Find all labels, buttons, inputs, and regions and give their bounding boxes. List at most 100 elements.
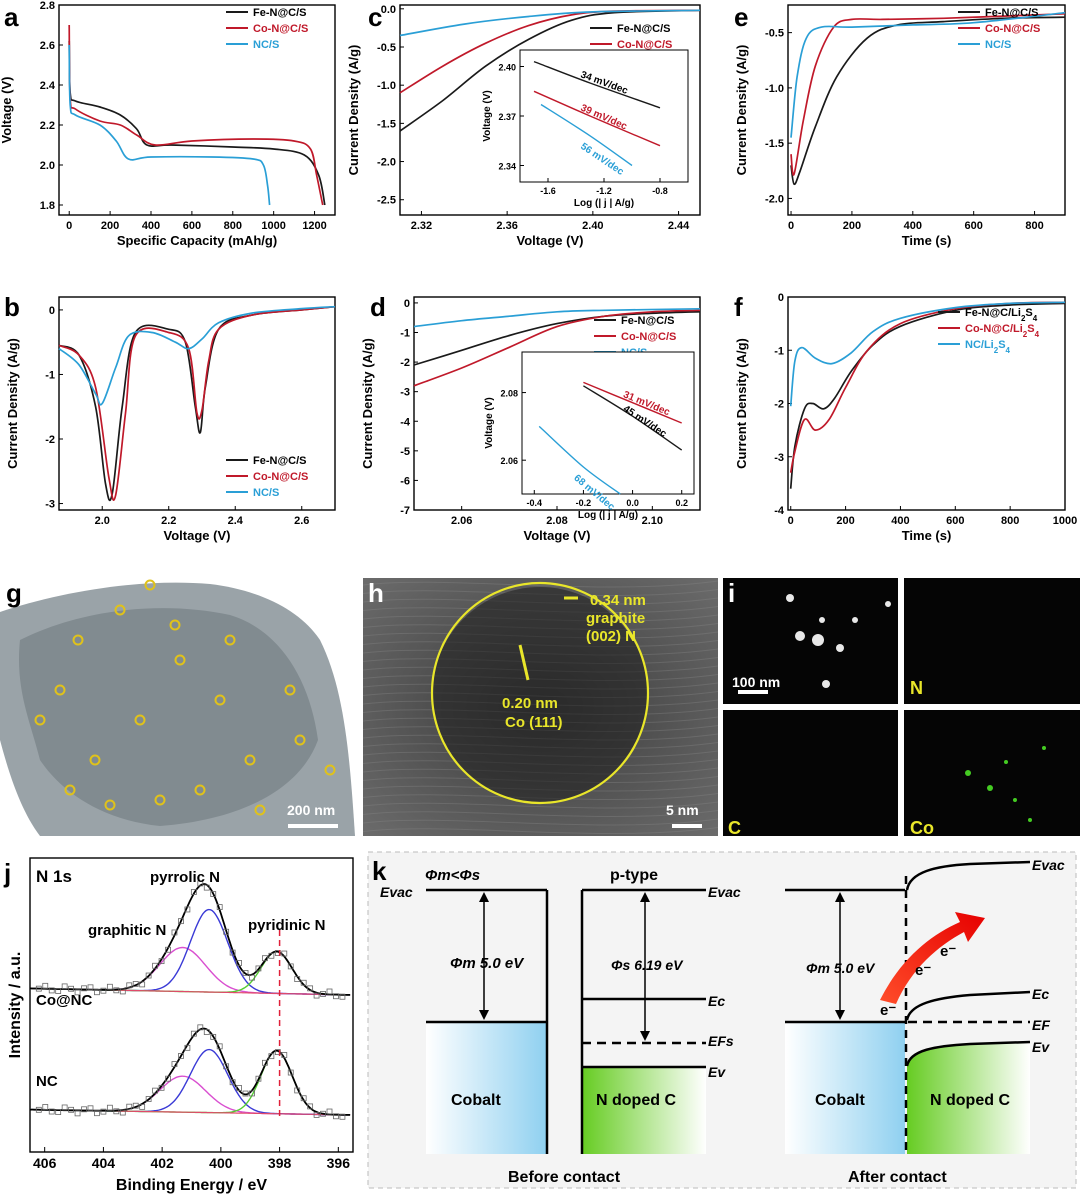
y-tick-label: -1.0 (377, 80, 396, 92)
panel-label-a: a (4, 2, 19, 32)
nc-data-point (287, 1069, 294, 1076)
nc-data-point (249, 1090, 255, 1097)
nc-data-point (171, 1061, 178, 1068)
ann-034nm: 0.34 nm (590, 592, 646, 609)
nanoparticle (324, 764, 336, 776)
x-tick-label: 800 (1001, 515, 1019, 527)
panel-i-eds-maps: 100 nm N C Co i (723, 578, 1080, 838)
series-line-nc-s (68, 44, 271, 206)
particle (819, 617, 825, 623)
conc-data-point (210, 891, 217, 897)
y-tick-label: -1.5 (765, 138, 784, 150)
nc-data-point (113, 1108, 120, 1115)
cobalt-block-before (426, 1022, 547, 1154)
x-axis-label: Voltage (V) (524, 528, 591, 543)
inset-bg (520, 50, 688, 182)
conc-data-point (48, 987, 55, 994)
y-axis-label: Current Density (A/g) (5, 338, 20, 469)
nc-data-point (339, 1113, 346, 1120)
x-axis-label: Binding Energy / eV (116, 1177, 267, 1194)
conc-fit-component (29, 950, 351, 996)
nc-data-point (236, 1085, 242, 1091)
lattice-fringe (362, 827, 719, 835)
eds-n-map (904, 578, 1080, 704)
nanoparticle (169, 619, 181, 631)
y-tick-label: -1 (400, 328, 410, 340)
nc-data-point (210, 1033, 217, 1040)
conc-data-point (281, 950, 288, 957)
panel-label-f: f (734, 292, 743, 322)
nanoparticle (244, 754, 256, 766)
label-c-map: C (728, 818, 741, 838)
conc-data-point (35, 985, 42, 992)
series-line-co-n-c-s (58, 305, 336, 501)
x-tick-label: 2.08 (546, 515, 567, 527)
series-line-56-mv-dec (540, 103, 633, 167)
y-axis-label: Voltage (V) (482, 90, 493, 141)
co-spot (1028, 818, 1032, 822)
nc-data-point (87, 1105, 94, 1112)
nc-data-point (229, 1079, 236, 1086)
conc-data-point (152, 962, 158, 969)
conc-data-point (42, 982, 49, 989)
y-axis-label: Voltage (V) (484, 397, 495, 448)
x-axis-label: Log (| j | A/g) (578, 510, 638, 521)
nc-data-point (203, 1029, 210, 1036)
label-n-map: N (910, 678, 923, 698)
x-axis-label: Voltage (V) (164, 528, 231, 543)
nanoparticle (104, 799, 116, 811)
xps-title: N 1s (36, 867, 72, 886)
nc-data-point (326, 1108, 333, 1115)
x-axis-label: Log (| j | A/g) (574, 198, 634, 209)
y-tick-label: -3 (400, 387, 410, 399)
label-cobalt-after: Cobalt (815, 1092, 865, 1109)
legend-label: Co-N@C/S (985, 23, 1040, 35)
y-axis-label: Current Density (A/g) (346, 45, 361, 176)
nc-data-point (42, 1104, 49, 1110)
electron-label-2: e⁻ (915, 962, 931, 979)
electron-label-3: e⁻ (940, 943, 956, 960)
lattice-fringe (362, 818, 719, 826)
nanoparticle (72, 634, 84, 646)
series-line-nc-s (399, 9, 701, 37)
series-line-fe-n-c-s (399, 9, 701, 132)
y-tick-label: -2 (45, 434, 55, 446)
y-tick-label: 0 (778, 292, 784, 304)
conc-data-point (262, 955, 268, 962)
conc-data-point (249, 974, 255, 981)
nc-data-point (35, 1106, 42, 1113)
x-tick-label: 0 (788, 220, 794, 232)
conc-data-point (126, 982, 133, 989)
x-tick-label: -0.2 (576, 498, 592, 508)
eds-co-map (904, 710, 1080, 836)
x-tick-label: 400 (209, 1155, 233, 1171)
particle (795, 631, 805, 641)
y-axis-label: Current Density (A/g) (360, 338, 375, 469)
series-line-fe-n-c-s (413, 310, 701, 366)
conc-data-point (68, 985, 75, 992)
nc-data-point (61, 1104, 68, 1111)
x-tick-label: 0.2 (675, 498, 688, 508)
y-tick-label: 1.8 (40, 200, 55, 212)
series-line-68-mv-dec (538, 425, 621, 495)
label-ndoped-after: N doped C (930, 1092, 1010, 1109)
x-tick-label: 0 (788, 515, 794, 527)
ann-002: (002) N (586, 628, 636, 645)
conc-data-point (287, 963, 294, 970)
lattice-fringe (362, 810, 719, 818)
x-tick-label: 1000 (1053, 515, 1077, 527)
panel-b-chart: 2.0 2.2 2.4 2.6 0 -1 -2 -3 Voltage (V) Current De… (4, 292, 336, 543)
nanoparticle (54, 684, 66, 696)
series-line-45-mv-dec (583, 385, 683, 451)
x-tick-label: 2.10 (642, 515, 663, 527)
series-line-fe-n-c-li2s4 (789, 302, 1066, 489)
y-axis-label: Current Density (A/g) (734, 45, 749, 176)
x-tick-label: 2.32 (411, 220, 432, 232)
panel-k-band-diagram: k Φm 5.0 eV Evac Φm<Φs Cobalt Φs 6.19 eV… (367, 851, 1077, 1189)
ann-co111: Co (111) (505, 714, 563, 731)
y-tick-label: 2.08 (500, 389, 518, 399)
ndoped-block-after (907, 1042, 1030, 1154)
panel-d-chart: 2.06 2.08 2.10 0 -1 -2 -3 -4 -5 -6 -7 Voltage (V) Cu… (360, 292, 701, 543)
y-tick-label: 2.8 (40, 0, 55, 12)
